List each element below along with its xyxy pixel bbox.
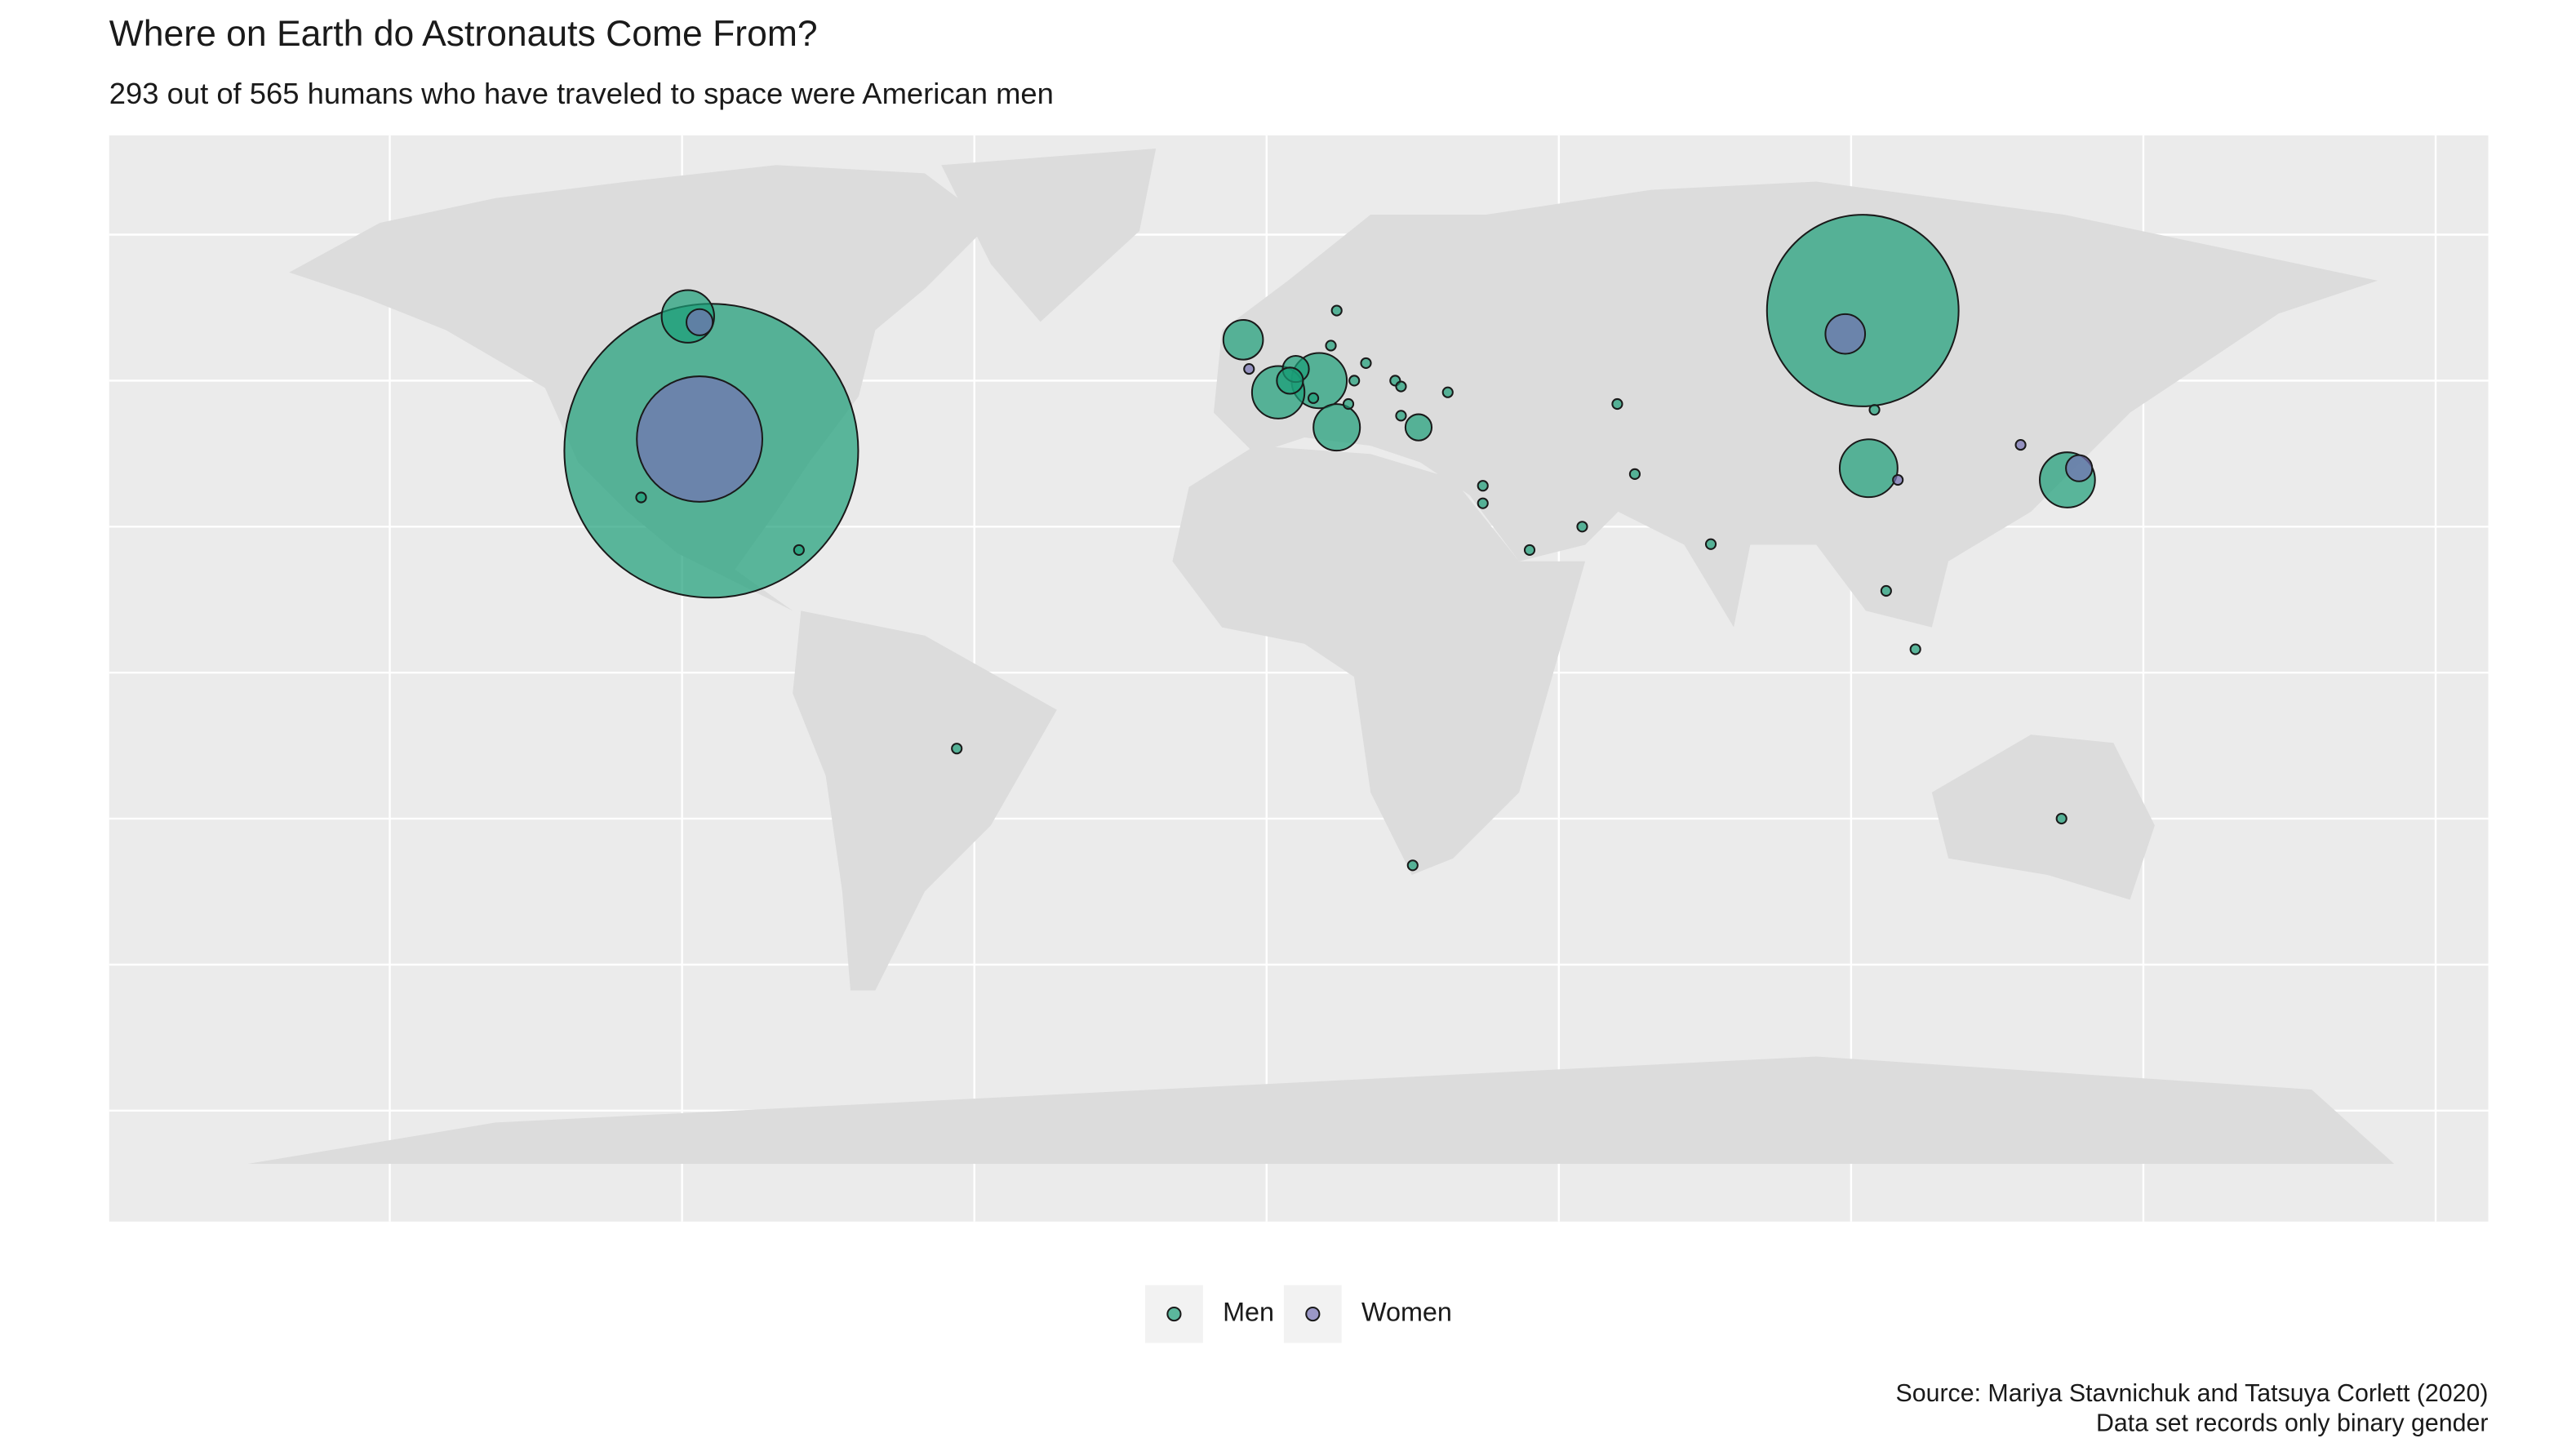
bubble xyxy=(1868,404,1881,416)
bubble xyxy=(1704,538,1717,550)
bubble xyxy=(1307,392,1320,404)
caption: Source: Mariya Stavnichuk and Tatsuya Co… xyxy=(1895,1380,2488,1407)
bubble xyxy=(1477,480,1489,492)
bubble xyxy=(2055,812,2067,825)
bubble xyxy=(1523,544,1536,556)
bubble xyxy=(1342,397,1355,411)
legend-label: Women xyxy=(1361,1298,1452,1327)
bubble xyxy=(1441,386,1454,398)
bubble xyxy=(635,491,647,504)
legend-swatch xyxy=(1305,1306,1321,1322)
chart-title: Where on Earth do Astronauts Come From? xyxy=(109,14,818,54)
bubble xyxy=(2014,439,2027,451)
south-america xyxy=(793,610,1057,991)
caption: Data set records only binary gender xyxy=(2096,1410,2488,1437)
bubble xyxy=(636,375,764,503)
bubble xyxy=(1312,403,1361,452)
antarctica xyxy=(247,1056,2395,1164)
legend-label: Men xyxy=(1223,1298,1274,1327)
bubbles xyxy=(563,214,2096,872)
chart-subtitle: 293 out of 565 humans who have traveled … xyxy=(109,77,1054,110)
bubble xyxy=(1477,497,1489,509)
bubble xyxy=(1824,313,1867,355)
bubble xyxy=(1838,438,1899,499)
bubble xyxy=(1765,214,1960,407)
australia xyxy=(1931,735,2155,900)
greenland xyxy=(941,149,1157,322)
bubble xyxy=(686,308,714,336)
bubble xyxy=(1395,380,1407,393)
africa xyxy=(1172,446,1586,876)
bubble xyxy=(1360,357,1372,370)
bubble xyxy=(1222,318,1264,361)
bubble xyxy=(1880,584,1892,597)
bubble xyxy=(1395,410,1407,422)
bubble xyxy=(1611,397,1623,411)
bubble xyxy=(1628,468,1641,480)
bubble xyxy=(1243,362,1255,375)
bubble xyxy=(1276,366,1304,395)
bubble xyxy=(1404,413,1433,442)
bubble xyxy=(951,743,963,755)
bubble xyxy=(793,544,805,556)
legend-swatch xyxy=(1166,1306,1182,1322)
bubble xyxy=(1348,375,1361,387)
bubble xyxy=(2065,454,2094,482)
bubble xyxy=(1892,473,1904,486)
bubble xyxy=(1406,859,1419,872)
bubble xyxy=(1325,340,1337,352)
bubble xyxy=(1330,304,1343,317)
eurasia xyxy=(1213,181,2378,628)
legend: Men Women xyxy=(1145,1285,1452,1343)
bubble xyxy=(1909,643,1921,655)
bubble xyxy=(1576,521,1588,533)
